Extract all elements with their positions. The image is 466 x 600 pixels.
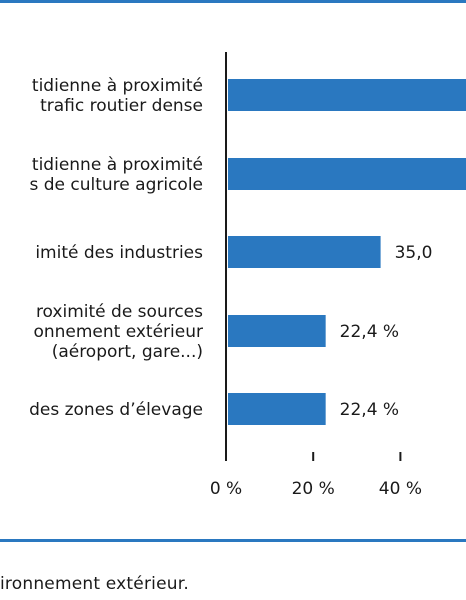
category-label: imité des industries [35,243,203,263]
category-label: tidienne à proximité [32,76,203,96]
value-label: 22,4 % [340,322,399,342]
category-label: (aéroport, gare...) [52,342,203,362]
category-label: s de culture agricole [29,175,203,195]
top-rule [0,0,466,3]
bar [228,236,381,268]
x-tick-label: 20 % [292,479,335,499]
bottom-rule [0,539,466,542]
bar [228,393,326,425]
footnote: ironnement extérieur. [0,574,189,594]
x-tick-label: 0 % [210,479,242,499]
category-label: tidienne à proximité [32,155,203,175]
x-tick-label: 40 % [379,479,422,499]
category-label: trafic routier dense [40,96,203,116]
bar [228,79,466,111]
category-label: des zones d’élevage [29,400,203,420]
category-label: roximité de sources [36,302,203,322]
bar [228,315,326,347]
bar [228,158,466,190]
value-label: 22,4 % [340,400,399,420]
value-label: 35,0 [395,243,433,263]
category-label: onnement extérieur [33,322,203,342]
